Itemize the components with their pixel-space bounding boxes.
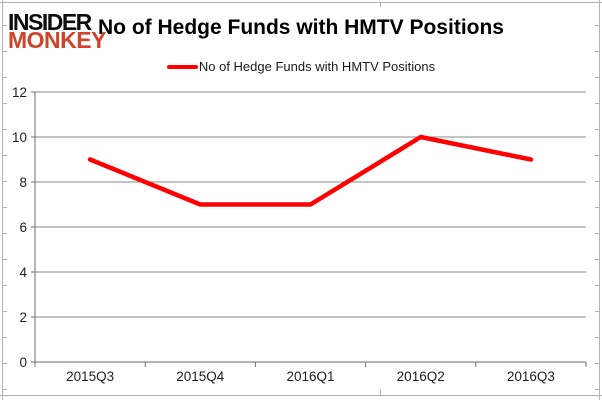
spreadsheet-row-ticks-left xyxy=(3,0,7,400)
y-axis-tick-label: 0 xyxy=(19,355,27,370)
legend-series-label: No of Hedge Funds with HMTV Positions xyxy=(198,59,436,74)
spreadsheet-gridline-right xyxy=(599,0,600,400)
x-axis-tick-label: 2015Q3 xyxy=(66,369,114,384)
logo-word-insider: INSIDER xyxy=(8,9,92,35)
series-line xyxy=(87,134,534,207)
spreadsheet-gridline-left xyxy=(2,0,3,400)
insider-monkey-logo: INSIDER MONKEY xyxy=(8,9,106,53)
chart-legend: No of Hedge Funds with HMTV Positions xyxy=(0,59,602,74)
x-axis-tick-label: 2016Q1 xyxy=(286,369,334,384)
x-axis-tick-label: 2016Q3 xyxy=(507,369,555,384)
spreadsheet-gridline-bottom xyxy=(0,395,602,396)
x-axis-tick-label: 2016Q2 xyxy=(397,369,445,384)
y-axis-tick-label: 4 xyxy=(19,265,27,280)
legend-line-swatch xyxy=(166,64,198,69)
x-axis-tick-label: 2015Q4 xyxy=(176,369,225,384)
spreadsheet-gridline-top xyxy=(0,2,602,3)
y-axis-tick-label: 6 xyxy=(19,220,27,235)
spreadsheet-row-ticks-right xyxy=(595,0,599,400)
spreadsheet-column-tick-bottom xyxy=(380,390,381,395)
logo-word-monkey: MONKEY xyxy=(8,27,106,53)
y-axis-tick-label: 8 xyxy=(19,175,27,190)
y-axis-tick-label: 12 xyxy=(12,85,27,100)
y-axis-tick-label: 2 xyxy=(19,310,27,325)
y-axis-tick-label: 10 xyxy=(12,130,27,145)
spreadsheet-column-tick-top xyxy=(380,2,381,7)
chart-title: No of Hedge Funds with HMTV Positions xyxy=(98,16,504,39)
